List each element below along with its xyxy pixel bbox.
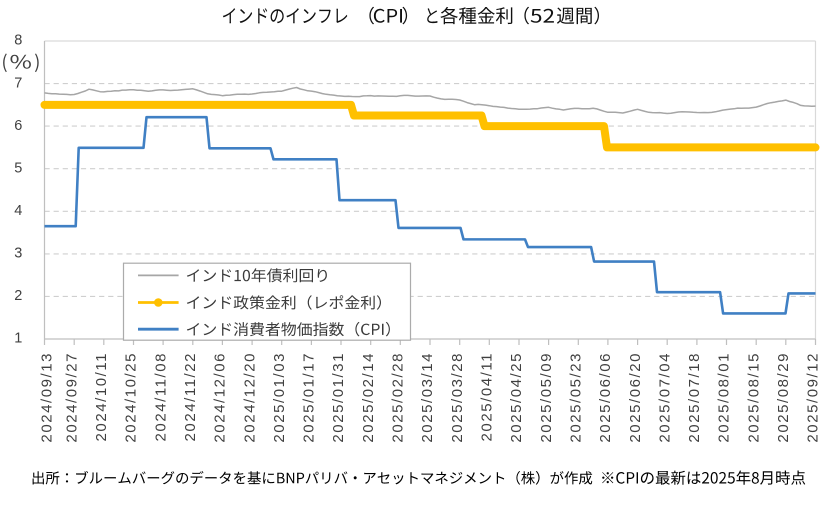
svg-text:2025/08/15: 2025/08/15 (745, 352, 762, 443)
svg-text:2025/06/20: 2025/06/20 (627, 352, 644, 443)
svg-text:5: 5 (14, 160, 22, 176)
svg-text:2025/02/14: 2025/02/14 (360, 352, 377, 443)
svg-text:2024/11/08: 2024/11/08 (152, 352, 169, 441)
svg-text:2024/09/13: 2024/09/13 (39, 352, 56, 443)
svg-text:7: 7 (14, 75, 22, 91)
svg-text:3: 3 (14, 246, 22, 262)
svg-text:2025/07/18: 2025/07/18 (686, 352, 703, 443)
svg-text:2025/03/14: 2025/03/14 (419, 352, 436, 443)
svg-text:2025/05/09: 2025/05/09 (538, 352, 555, 443)
svg-text:2025/04/11: 2025/04/11 (479, 352, 496, 441)
svg-text:2025/06/06: 2025/06/06 (597, 352, 614, 443)
svg-text:2024/10/25: 2024/10/25 (123, 352, 140, 443)
svg-text:8: 8 (14, 33, 22, 49)
svg-text:2025/03/28: 2025/03/28 (449, 352, 466, 443)
svg-text:2025/09/12: 2025/09/12 (805, 352, 822, 443)
svg-text:2025/05/23: 2025/05/23 (568, 352, 585, 443)
svg-text:2: 2 (14, 288, 22, 304)
svg-text:2025/08/01: 2025/08/01 (716, 352, 733, 443)
svg-text:2024/12/20: 2024/12/20 (241, 352, 258, 443)
svg-text:2025/01/03: 2025/01/03 (271, 352, 288, 443)
svg-text:2025/04/25: 2025/04/25 (508, 352, 525, 443)
svg-text:4: 4 (14, 203, 22, 219)
svg-text:1: 1 (14, 331, 22, 347)
svg-text:2024/12/06: 2024/12/06 (212, 352, 229, 443)
svg-text:2025/01/17: 2025/01/17 (301, 352, 318, 443)
svg-text:2024/11/22: 2024/11/22 (182, 352, 199, 441)
svg-text:2024/10/11: 2024/10/11 (93, 352, 110, 441)
svg-text:2024/09/27: 2024/09/27 (63, 352, 80, 443)
svg-text:2025/01/31: 2025/01/31 (330, 352, 347, 443)
svg-text:2025/07/04: 2025/07/04 (656, 352, 673, 443)
svg-text:2025/08/29: 2025/08/29 (775, 352, 792, 443)
svg-text:2025/02/28: 2025/02/28 (390, 352, 407, 443)
svg-text:6: 6 (14, 118, 22, 134)
